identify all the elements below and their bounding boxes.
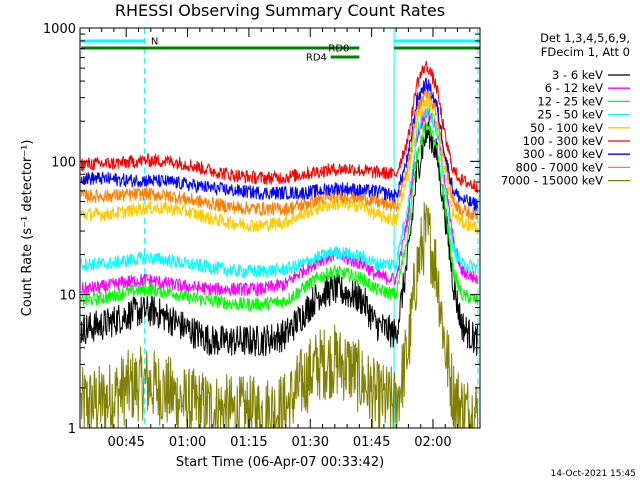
series-line-1 xyxy=(80,104,479,297)
x-tick-label-3: 01:30 xyxy=(292,435,329,450)
legend-label-2: 12 - 25 keV xyxy=(537,94,603,108)
series-line-2 xyxy=(80,120,479,311)
legend: Det 1,3,4,5,6,9, FDecim 1, Att 0 3 - 6 k… xyxy=(501,31,630,188)
legend-label-3: 25 - 50 keV xyxy=(537,108,603,122)
x-tick-label-4: 01:45 xyxy=(353,435,390,450)
series-line-7 xyxy=(80,85,479,221)
y-tick-label-2: 100 xyxy=(51,155,76,170)
plot-frame xyxy=(79,27,481,429)
status-bar-1-segment-1 xyxy=(394,46,480,50)
x-axis-label: Start Time (06-Apr-07 00:33:42) xyxy=(176,455,384,470)
legend-label-0: 3 - 6 keV xyxy=(552,68,603,82)
chart-title: RHESSI Observing Summary Count Rates xyxy=(115,1,445,20)
series-line-0 xyxy=(80,115,479,357)
series-line-6 xyxy=(80,77,479,212)
x-tick-label-5: 02:00 xyxy=(414,435,451,450)
legend-label-4: 50 - 100 keV xyxy=(530,121,603,135)
series-line-4 xyxy=(80,95,479,234)
status-bar-label-0: N xyxy=(151,37,158,48)
x-tick-label-0: 00:45 xyxy=(107,435,144,450)
status-bar-2-segment-0 xyxy=(330,55,360,59)
status-bar-0-segment-0 xyxy=(81,39,145,43)
y-tick-label-0: 1 xyxy=(68,422,76,437)
x-tick-label-1: 01:00 xyxy=(169,435,206,450)
legend-label-5: 100 - 300 keV xyxy=(523,134,603,148)
y-axis-label: Count Rate (s⁻¹ detector⁻¹) xyxy=(20,140,35,317)
legend-label-8: 7000 - 15000 keV xyxy=(501,174,603,188)
status-bar-label-1: RD0 xyxy=(328,44,349,55)
legend-label-6: 300 - 800 keV xyxy=(523,147,603,161)
x-tick-label-2: 01:15 xyxy=(230,435,267,450)
legend-label-1: 6 - 12 keV xyxy=(545,81,603,95)
series-group xyxy=(80,60,479,429)
footer-timestamp: 14-Oct-2021 15:45 xyxy=(551,469,636,479)
vertical-markers xyxy=(144,28,479,428)
series-line-8 xyxy=(80,201,479,429)
status-bar-label-2: RD4 xyxy=(306,53,327,64)
y-tick-label-3: 1000 xyxy=(43,22,76,37)
axes: 1 10 100 1000 00:45 01:00 01:15 01:30 01:45 02:00 xyxy=(43,22,480,450)
status-bar-0-segment-1 xyxy=(394,39,480,43)
status-bar-1-segment-0 xyxy=(81,46,360,50)
legend-header-line-2: FDecim 1, Att 0 xyxy=(541,45,630,59)
y-tick-label-1: 10 xyxy=(59,289,76,304)
legend-header-line-1: Det 1,3,4,5,6,9, xyxy=(540,31,630,45)
series-line-5 xyxy=(80,60,478,194)
series-line-3 xyxy=(80,105,479,278)
legend-label-7: 800 - 7000 keV xyxy=(515,160,603,174)
